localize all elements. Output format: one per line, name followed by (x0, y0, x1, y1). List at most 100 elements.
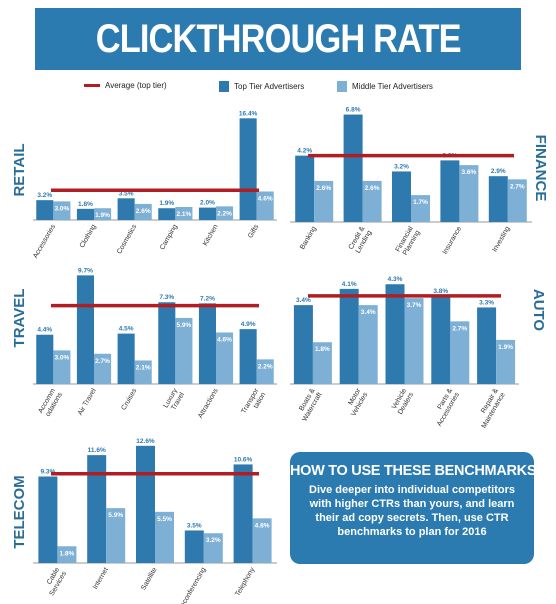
auto-bar-boats-watercraft-middle (312, 342, 332, 384)
auto-value-boats-watercraft-middle: 1.8% (315, 346, 330, 353)
retail-bar-accessories-middle (53, 201, 71, 220)
retail-value-camping-top: 1.9% (159, 200, 174, 207)
telecom-bar-teleconferencing-top (184, 530, 204, 563)
travel-value-transpor-tation-top: 4.9% (241, 321, 256, 328)
travel-value-luxury-travel-top: 7.3% (159, 294, 174, 301)
telecom-value-cable-services-middle: 1.8% (59, 550, 74, 557)
retail-value-kitchen-middle: 2.2% (217, 210, 232, 217)
finance-category-investing: Investing (491, 225, 511, 253)
travel-value-transpor-tation-middle: 2.2% (258, 363, 273, 370)
travel-value-air-travel-middle: 2.7% (95, 358, 110, 365)
finance-value-insurance-middle: 3.6% (461, 169, 476, 176)
auto-bar-repair-maintenance-middle (496, 339, 516, 384)
retail-category-clothing: Clothing (79, 223, 98, 249)
finance-bar-insurance-top (440, 160, 460, 222)
travel-bar-accomm-odations-middle (53, 350, 71, 384)
retail-bar-gifts-middle (256, 191, 274, 220)
telecom-category-teleconferencing: Teleconferencing (175, 566, 208, 604)
legend-average-label: Average (top tier) (105, 81, 167, 90)
retail-value-camping-middle: 2.1% (176, 211, 191, 218)
telecom-bar-satellite-middle (155, 511, 174, 563)
telecom-bar-internet-middle (106, 508, 126, 563)
auto-value-vehicle-dealers-middle: 3.7% (407, 302, 422, 309)
retail-value-accessories-middle: 3.0% (54, 205, 69, 212)
auto-bar-vehicle-dealers-middle (404, 298, 424, 384)
auto-section-label: AUTO (530, 289, 547, 332)
finance-bar-investing-middle (507, 179, 527, 222)
travel-bar-transpor-tation-middle (256, 359, 274, 384)
telecom-category-internet: Internet (92, 566, 110, 590)
retail-value-gifts-top: 16.4% (239, 110, 258, 117)
travel-category-air-travel: Air Travel (77, 387, 98, 416)
legend-middle-label: Middle Tier Advertisers (352, 82, 433, 91)
telecom-value-internet-middle: 5.9% (108, 512, 123, 519)
travel-bar-luxury-travel-top (158, 302, 176, 384)
telecom-value-cable-services-top: 9.3% (40, 469, 55, 476)
middle-tier-swatch (337, 81, 347, 92)
travel-category-cruises: Cruises (120, 387, 138, 411)
average-line-swatch (84, 84, 100, 87)
retail-bar-clothing-middle (94, 208, 112, 220)
retail-bar-cosmetics-top (117, 198, 135, 220)
legend: Average (top tier) Top Tier Advertisers … (0, 81, 556, 95)
telecom-bar-cable-services-middle (57, 546, 77, 563)
telecom-bar-internet-top (87, 455, 107, 563)
travel-value-cruises-middle: 2.1% (136, 364, 151, 371)
travel-value-luxury-travel-middle: 5.9% (176, 322, 191, 329)
telecom-bar-telephony-middle (252, 518, 272, 563)
retail-category-accessories: Accessories (32, 223, 57, 260)
retail-section-label: RETAIL (11, 143, 28, 196)
travel-value-accomm-odations-middle: 3.0% (54, 354, 69, 361)
travel-section-label: TRAVEL (11, 289, 28, 348)
travel-bar-attractions-middle (216, 332, 234, 384)
finance-value-investing-top: 2.9% (491, 168, 506, 175)
auto-value-repair-maintenance-middle: 1.9% (498, 344, 513, 351)
auto-category-motor-vehicles: MotorVehicles (343, 387, 369, 418)
travel-bar-air-travel-middle (94, 353, 112, 384)
travel-category-transpor-tation: Transportation (240, 387, 267, 419)
finance-bar-financial-planning-top (392, 171, 411, 222)
retail-bar-kitchen-top (198, 207, 216, 220)
telecom-bar-satellite-top (136, 445, 155, 563)
travel-bar-luxury-travel-middle (175, 317, 193, 384)
auto-bar-motor-vehicles-top (339, 288, 359, 384)
finance-bar-banking-top (295, 155, 315, 222)
auto-category-parts-accessories: Parts &Accessories (429, 387, 461, 428)
retail-value-cosmetics-middle: 2.6% (136, 208, 151, 215)
auto-bar-parts-accessories-middle (450, 321, 470, 384)
auto-bar-boats-watercraft-top (293, 305, 313, 384)
finance-value-credit-lending-top: 6.8% (346, 107, 361, 114)
retail-bar-clothing-top (76, 208, 94, 220)
retail-bar-camping-top (158, 208, 176, 220)
telecom-category-telephony: Telephony (234, 566, 256, 598)
auto-value-motor-vehicles-top: 4.1% (342, 281, 357, 288)
retail-bar-camping-middle (175, 206, 193, 220)
finance-category-insurance: Insurance (442, 225, 463, 255)
telecom-category-cable-services: CableServices (42, 566, 69, 597)
retail-bar-gifts-top (239, 118, 257, 220)
page-title: CLICKTHROUGH RATE (95, 16, 461, 61)
auto-value-parts-accessories-middle: 2.7% (452, 325, 467, 332)
travel-bar-accomm-odations-top (36, 334, 54, 384)
auto-category-vehicle-dealers: VehicleDealers (390, 387, 415, 416)
retail-bar-accessories-top (36, 200, 54, 220)
telecom-category-satellite: Satellite (140, 566, 159, 591)
auto-value-parts-accessories-top: 3.8% (433, 288, 448, 295)
finance-bar-banking-middle (314, 180, 334, 222)
finance-category-financial-planning: FinancialPlanning (395, 225, 422, 257)
travel-bar-transpor-tation-top (239, 329, 257, 384)
telecom-value-satellite-middle: 5.5% (157, 516, 172, 523)
retail-category-cosmetics: Cosmetics (116, 223, 139, 255)
telecom-value-satellite-top: 12.6% (136, 438, 155, 445)
telecom-value-telephony-top: 10.6% (234, 456, 253, 463)
retail-category-gifts: Gifts (247, 223, 261, 239)
retail-bar-cosmetics-middle (134, 203, 152, 220)
auto-bar-repair-maintenance-top (477, 307, 497, 384)
top-tier-swatch (219, 81, 229, 92)
legend-middle-tier: Middle Tier Advertisers (337, 81, 433, 92)
finance-section-label: FINANCE (532, 135, 549, 202)
auto-value-motor-vehicles-middle: 3.4% (361, 309, 376, 316)
benchmarks-callout: HOW TO USE THESE BENCHMARKS Dive deeper … (290, 452, 537, 564)
telecom-section-label: TELECOM (11, 475, 28, 548)
